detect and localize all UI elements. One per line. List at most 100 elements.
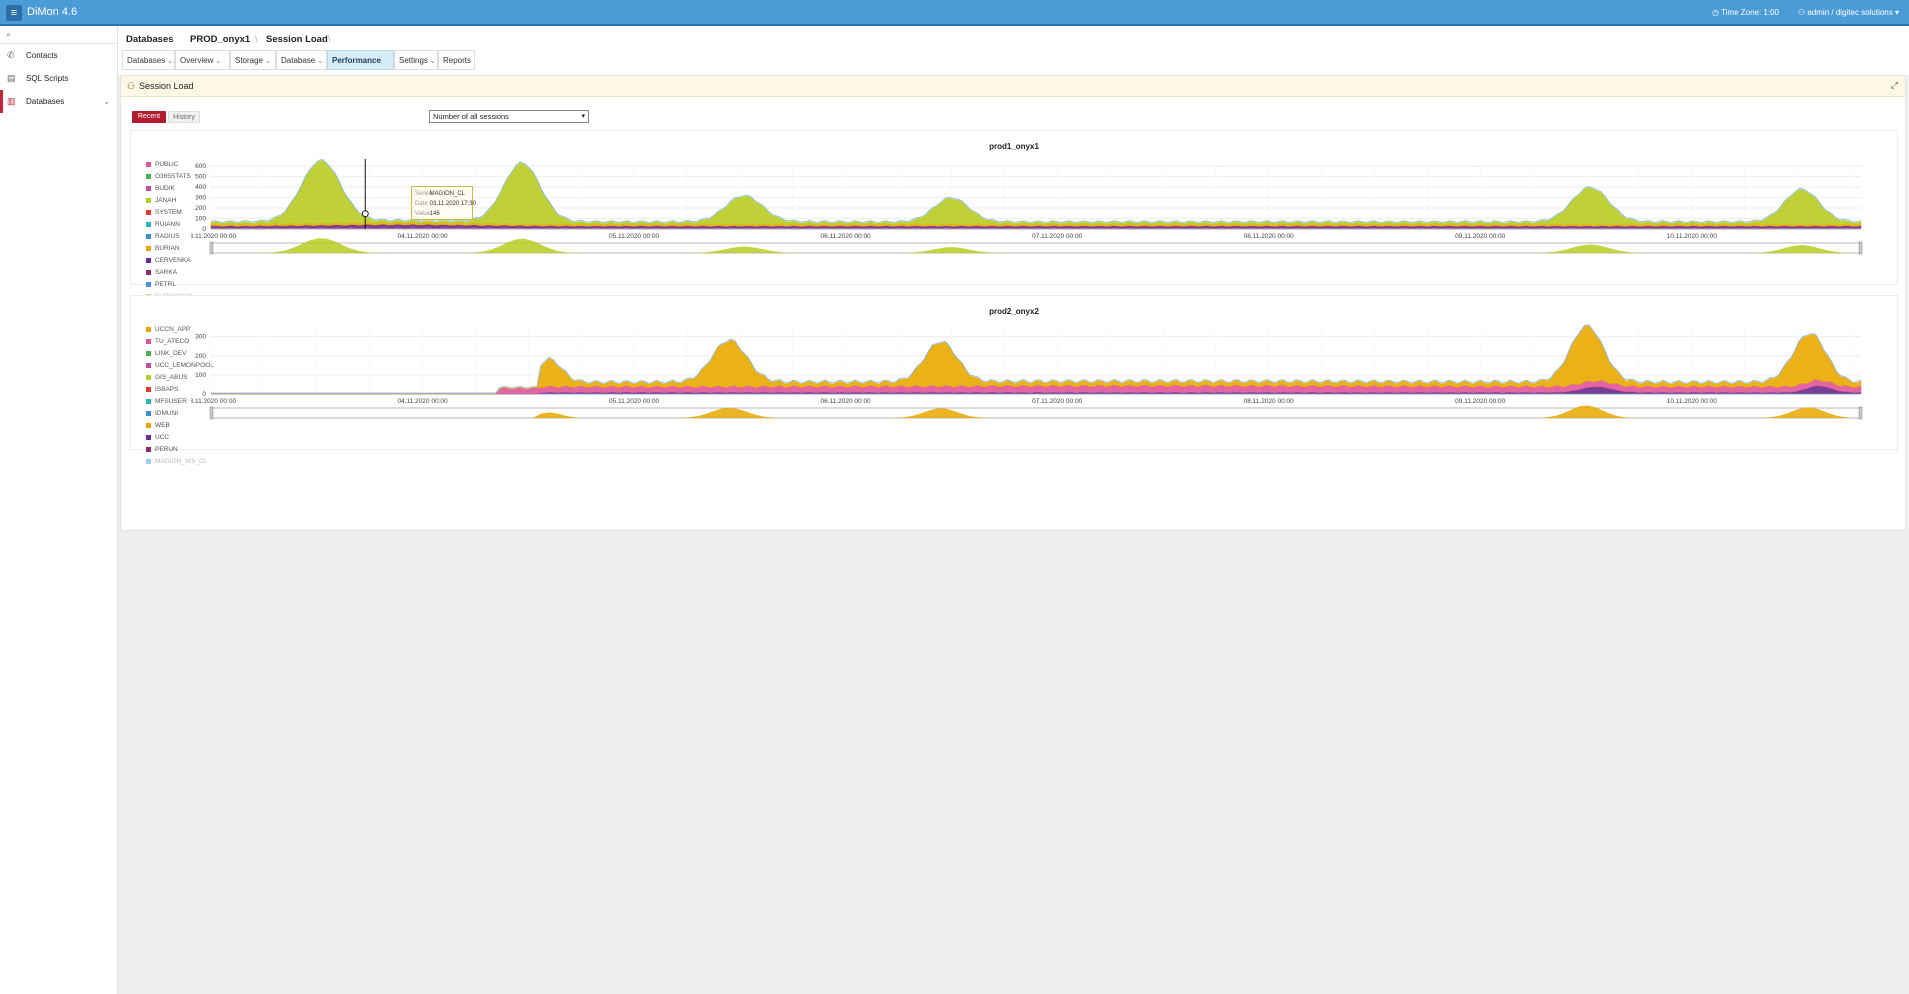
breadcrumb-session-load: Session Load — [266, 34, 328, 45]
legend-label: GIS_ABUS — [155, 374, 188, 381]
sidebar-item-contacts[interactable]: ✆ Contacts — [0, 44, 117, 67]
legend-label: PUBLIC — [155, 161, 179, 168]
legend-swatch — [146, 222, 151, 227]
top-bar: ≡ DiMon 4.6 ◷ Time Zone: 1:00 ⚇ admin / … — [0, 0, 1909, 26]
legend-item[interactable]: UCCN_APP — [146, 324, 218, 336]
tab-database[interactable]: Database ⌄ — [276, 50, 327, 70]
sidebar-item-label: Contacts — [26, 51, 58, 60]
chart-title: prod1_onyx1 — [989, 142, 1039, 151]
tab-performance[interactable]: Performance — [327, 50, 394, 70]
legend-item[interactable]: SARKA — [146, 267, 218, 279]
legend-item[interactable]: PERUN — [146, 444, 218, 456]
expand-icon[interactable]: ⤢ — [1890, 80, 1898, 90]
legend-item[interactable]: IDMUNI — [146, 408, 218, 420]
sidebar-search[interactable]: ⌕ — [0, 26, 117, 44]
legend-item[interactable]: PETRL — [146, 279, 218, 291]
legend-item[interactable]: ISBAPS — [146, 384, 218, 396]
legend-item[interactable]: SYSTEM — [146, 207, 218, 219]
navigator-handle-left — [209, 241, 214, 255]
y-tick-label: 100 — [195, 372, 206, 379]
legend-item[interactable]: LINK_DEV — [146, 348, 218, 360]
x-tick-label: 05.11.2020 00:00 — [609, 233, 660, 240]
x-tick-label: 08.11.2020 00:00 — [1244, 233, 1295, 240]
chart-area[interactable]: 0 100 200 300 03.11.2020 00:00 04.11.2020 00:… — [191, 324, 1881, 434]
legend-item[interactable]: BURIAN — [146, 243, 218, 255]
user-menu[interactable]: ⚇ admin / digitec solutions ▾ — [1798, 8, 1899, 17]
sidebar-item-databases[interactable]: ▥ Databases ⌄ — [0, 90, 117, 113]
y-tick-label: 200 — [195, 205, 206, 212]
navigator-series — [211, 238, 1861, 253]
x-tick-label: 09.11.2020 00:00 — [1455, 398, 1506, 405]
legend-item[interactable]: PUBLIC — [146, 159, 218, 171]
navigator-handle-right — [1858, 406, 1863, 420]
legend-item[interactable]: O365STATS — [146, 171, 218, 183]
legend-item[interactable]: RUIANN — [146, 219, 218, 231]
legend-label: TU_ATECO — [155, 338, 190, 345]
legend-item[interactable]: MFSUSER — [146, 396, 218, 408]
chevron-down-icon: ▾ — [1894, 8, 1899, 17]
series-area-uccn_app[interactable] — [211, 325, 1862, 395]
legend-label: MAGION_WS_CL — [155, 458, 208, 465]
series-outline — [210, 159, 1862, 224]
legend-swatch — [146, 210, 151, 215]
legend-item[interactable]: UCC — [146, 432, 218, 444]
panel-title: Session Load — [139, 81, 194, 91]
menu-icon[interactable]: ≡ — [6, 5, 22, 21]
x-tick-label: 05.11.2020 00:00 — [609, 398, 660, 405]
x-tick-label: 04.11.2020 00:00 — [397, 233, 448, 240]
chevron-down-icon: ⌄ — [265, 58, 271, 65]
chart-area[interactable]: 0 100 200 300 400 500 600 03.11.2020 00:00 04.11… — [191, 159, 1881, 269]
sidebar-item-sql-scripts[interactable]: ▤ SQL Scripts — [0, 67, 117, 90]
tab-settings[interactable]: Settings ⌄ — [394, 50, 438, 70]
tab-label: Overview — [180, 56, 214, 65]
legend-swatch — [146, 435, 151, 440]
chevron-down-icon: ⌄ — [215, 58, 222, 65]
legend-swatch — [146, 270, 151, 275]
legend-item[interactable]: UCC_LEMONPOOL — [146, 360, 218, 372]
legend-label: IDMUNI — [155, 410, 179, 417]
legend-item[interactable]: BUDIK — [146, 183, 218, 195]
legend-item[interactable]: GIS_ABUS — [146, 372, 218, 384]
sidebar-item-label: Databases — [26, 97, 65, 106]
breadcrumb-prod-onyx1[interactable]: PROD_onyx1 — [190, 34, 251, 45]
timezone-indicator[interactable]: ◷ Time Zone: 1:00 — [1712, 8, 1779, 17]
legend-swatch — [146, 387, 151, 392]
tab-databases[interactable]: Databases ⌄ — [122, 50, 175, 70]
legend-item[interactable]: JANAH — [146, 195, 218, 207]
x-tick-label: 10.11.2020 00:00 — [1667, 233, 1718, 240]
legend-label: UCC — [155, 434, 170, 441]
tab-label: Databases — [127, 56, 166, 65]
tab-storage[interactable]: Storage ⌄ — [230, 50, 276, 70]
chart-title: prod2_onyx2 — [989, 307, 1039, 316]
legend-label: BURIAN — [155, 245, 180, 252]
legend-item[interactable]: WEB — [146, 420, 218, 432]
legend-label: CERVENKA — [155, 257, 191, 264]
legend-swatch — [146, 162, 151, 167]
tab-label: Performance — [332, 56, 381, 65]
breadcrumb-databases[interactable]: Databases — [126, 34, 174, 45]
series-area-janah[interactable] — [210, 160, 1862, 226]
tab-label: Settings — [399, 56, 428, 65]
legend-item[interactable]: CERVENKA — [146, 255, 218, 267]
legend-swatch — [146, 339, 151, 344]
chart-card-prod1: prod1_onyx1 PUBLIC O365STATS BUDIK JANAH SYS… — [130, 130, 1898, 300]
breadcrumb-separator: \ — [171, 34, 174, 44]
chart-tooltip: Series MAGION_CL Date 03.11.2020 17:30 V… — [411, 186, 476, 220]
tab-reports[interactable]: Reports — [438, 50, 475, 70]
chevron-down-icon[interactable]: ⌄ — [103, 97, 110, 106]
chart-legend: UCCN_APP TU_ATECO LINK_DEV UCC_LEMONPOOL GIS… — [146, 324, 218, 468]
crosshair-marker — [361, 210, 369, 218]
database-icon: ▥ — [7, 96, 16, 106]
tab-overview[interactable]: Overview ⌄ — [175, 50, 230, 70]
metric-select-value: Number of all sessions — [433, 112, 509, 121]
legend-item[interactable]: TU_ATECO — [146, 336, 218, 348]
legend-item[interactable]: RADIUS — [146, 231, 218, 243]
recent-button[interactable]: Recent — [132, 111, 166, 123]
legend-swatch — [146, 363, 151, 368]
legend-item[interactable]: MAGION_WS_CL — [146, 456, 218, 468]
metric-select[interactable]: Number of all sessions ▾ — [429, 110, 589, 123]
history-button[interactable]: History — [168, 111, 200, 123]
legend-label: BUDIK — [155, 185, 175, 192]
tooltip-key: Value — [415, 211, 430, 217]
y-tick-label: 200 — [195, 353, 206, 360]
